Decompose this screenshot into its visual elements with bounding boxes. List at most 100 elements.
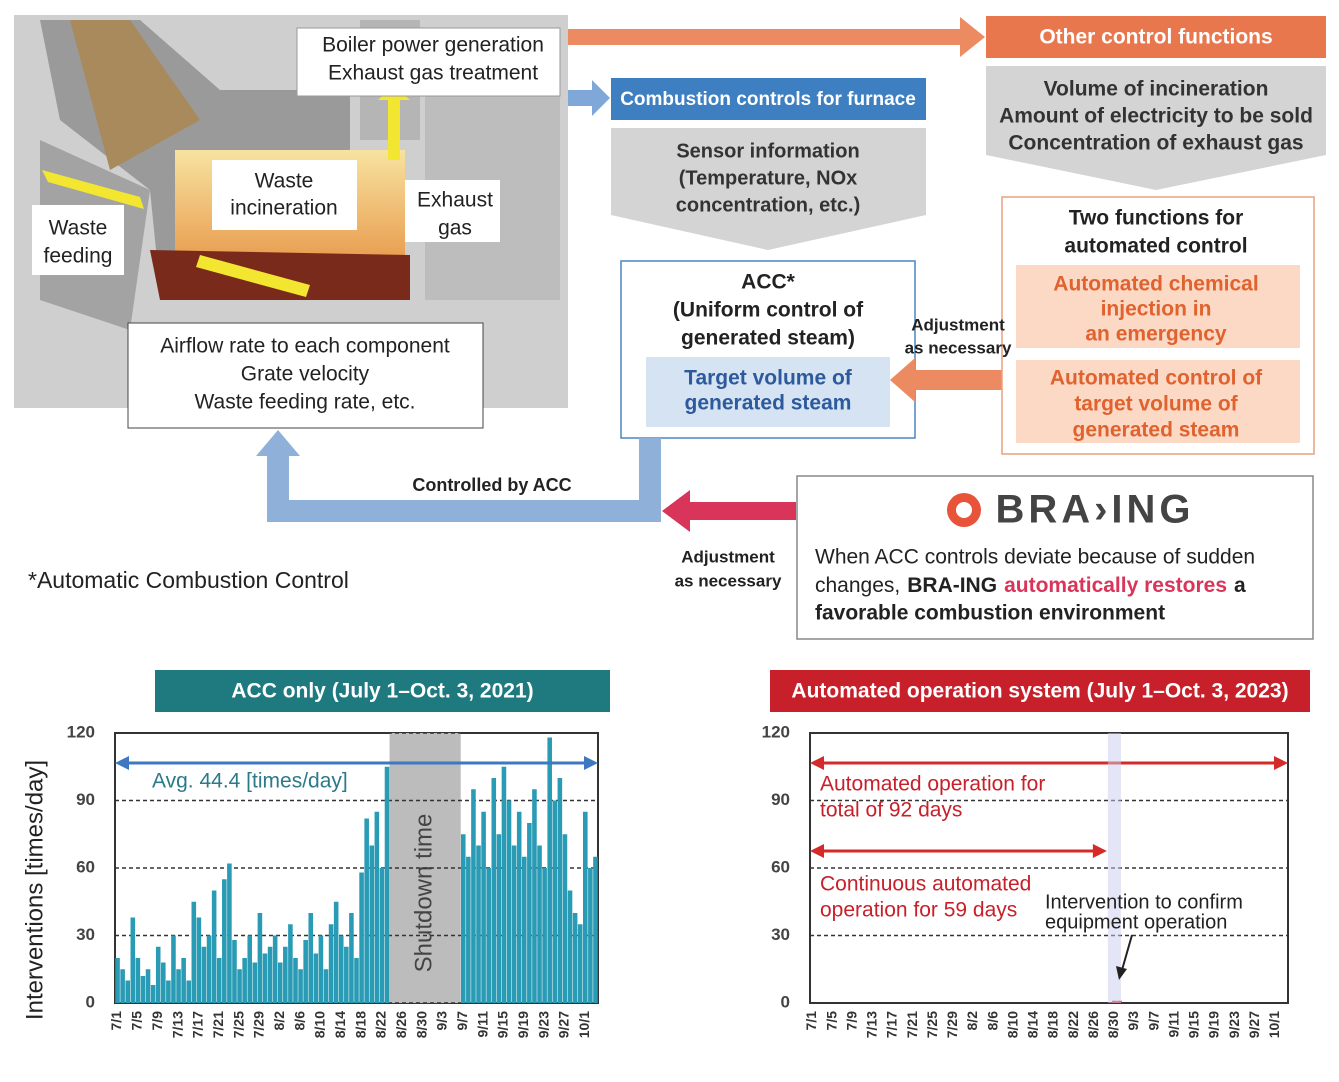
x-tick-label: 9/19 [515, 1011, 531, 1038]
bar [583, 811, 588, 1003]
adjustment-text: as necessary [675, 571, 782, 590]
bar [298, 969, 303, 1003]
x-tick-label: 7/17 [190, 1011, 206, 1038]
bar [471, 789, 476, 1003]
bar [460, 834, 466, 1003]
acc-target-text: generated steam [685, 392, 852, 415]
bar [166, 980, 171, 1003]
bar [181, 958, 186, 1003]
x-tick-label: 9/23 [535, 1011, 551, 1038]
bar [354, 958, 359, 1003]
exhaust-text: Exhaust [417, 189, 493, 212]
acc-title: ACC* [741, 271, 795, 294]
bar [344, 946, 349, 1003]
x-tick-label: 8/14 [332, 1011, 348, 1038]
x-tick-label: 8/26 [1085, 1011, 1101, 1038]
function-1 [1016, 265, 1300, 348]
average-arrow-head [584, 756, 598, 770]
y-tick-label: 90 [771, 790, 790, 809]
incineration-box [212, 160, 357, 230]
bar [237, 969, 242, 1003]
x-tick-label: 9/15 [1186, 1011, 1202, 1038]
function-text: Automated chemical [1053, 273, 1258, 296]
bar [323, 969, 329, 1003]
y-tick-label: 30 [771, 925, 790, 944]
other-panel [986, 66, 1326, 190]
x-tick-label: 8/18 [1045, 1011, 1061, 1038]
feeding-box [32, 205, 124, 275]
x-tick-label: 8/18 [352, 1011, 368, 1038]
other-header [986, 16, 1326, 58]
x-tick-label: 7/21 [904, 1011, 920, 1038]
x-tick-label: 7/17 [884, 1011, 900, 1038]
bar [272, 935, 278, 1003]
x-tick-label: 8/14 [1025, 1011, 1041, 1038]
combustion-header [611, 78, 926, 120]
x-tick-label: 8/2 [964, 1011, 980, 1031]
bar [283, 946, 288, 1003]
arrow [662, 490, 796, 532]
x-tick-label: 7/13 [169, 1011, 185, 1038]
continuous-label: Continuous automated [820, 873, 1031, 896]
adjustment-text: Adjustment [911, 315, 1005, 334]
airflow-text: Airflow rate to each component [160, 335, 450, 358]
functions-title: automated control [1064, 235, 1247, 258]
bar [491, 778, 497, 1003]
bar [232, 940, 237, 1003]
x-tick-label: 9/7 [1145, 1011, 1161, 1031]
sensor-panel [611, 128, 926, 250]
x-tick-label: 8/10 [312, 1011, 328, 1038]
other-item: Concentration of exhaust gas [1008, 132, 1303, 155]
x-tick-label: 7/9 [149, 1011, 165, 1031]
bar [308, 913, 314, 1003]
bar [130, 917, 136, 1003]
acc-title: generated steam) [681, 327, 855, 350]
continuous-label: operation for 59 days [820, 899, 1017, 922]
bar [374, 811, 380, 1003]
functions-title: Two functions for [1069, 207, 1244, 230]
x-tick-label: 7/9 [843, 1011, 859, 1031]
bar [318, 935, 324, 1003]
bar [476, 845, 481, 1003]
y-tick-label: 120 [67, 722, 95, 741]
total-label: total of 92 days [820, 799, 962, 822]
x-tick-label: 8/6 [984, 1011, 1000, 1031]
bar [537, 845, 542, 1003]
x-tick-label: 7/29 [944, 1011, 960, 1038]
x-tick-label: 10/1 [1266, 1011, 1282, 1038]
braing-text: favorable combustion environment [815, 602, 1165, 625]
bar [140, 976, 146, 1003]
combustion-header-text: Combustion controls for furnace [620, 89, 916, 110]
chart-title-bar [155, 670, 610, 712]
bar [176, 969, 181, 1003]
exhaust-text: gas [438, 217, 472, 240]
chart-title-bar [770, 670, 1310, 712]
bar [552, 800, 558, 1003]
bar [338, 935, 344, 1003]
bar [481, 811, 486, 1003]
arrow [568, 17, 985, 57]
x-tick-label: 9/11 [474, 1011, 490, 1038]
bar [511, 845, 517, 1003]
bar [257, 913, 263, 1003]
bar [293, 958, 298, 1003]
arrow [256, 430, 300, 456]
bar [252, 962, 258, 1003]
x-tick-label: 8/30 [413, 1011, 429, 1038]
bar [155, 946, 161, 1003]
bar [115, 958, 120, 1003]
braing-text-part: changes, [815, 574, 900, 597]
bar [588, 868, 593, 1003]
other-item: Volume of incineration [1044, 78, 1269, 101]
airflow-text: Waste feeding rate, etc. [194, 391, 415, 414]
bar [547, 737, 552, 1003]
x-tick-label: 8/2 [271, 1011, 287, 1031]
bar [384, 766, 390, 1003]
bar [359, 872, 364, 1003]
function-text: target volume of [1074, 393, 1238, 416]
bar [313, 953, 319, 1003]
x-tick-label: 8/10 [1004, 1011, 1020, 1038]
footnote: *Automatic Combustion Control [28, 567, 349, 593]
